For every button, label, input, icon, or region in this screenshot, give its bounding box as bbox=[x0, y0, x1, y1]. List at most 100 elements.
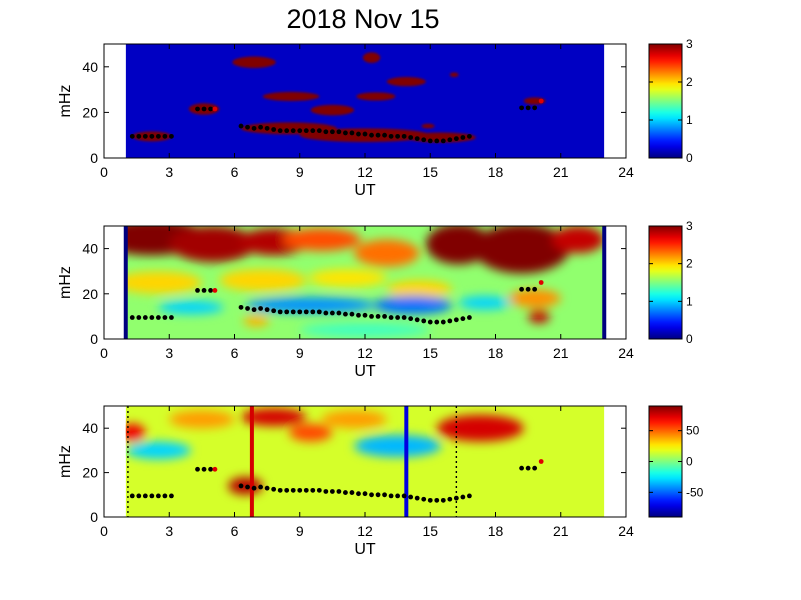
track-point bbox=[447, 137, 453, 143]
track-point bbox=[271, 486, 277, 492]
track-point bbox=[316, 487, 322, 493]
track-point bbox=[195, 106, 200, 112]
track-point bbox=[258, 124, 263, 130]
x-tick-label: 21 bbox=[553, 164, 569, 180]
x-tick-label: 15 bbox=[422, 523, 438, 539]
heatmap-blob-6 bbox=[354, 434, 442, 458]
heatmap-top bbox=[125, 44, 605, 158]
track-point bbox=[343, 130, 348, 136]
track-point bbox=[538, 98, 544, 104]
track-point bbox=[136, 493, 142, 499]
x-tick-label: 24 bbox=[618, 523, 634, 539]
track-point bbox=[525, 286, 531, 292]
track-point bbox=[251, 307, 257, 313]
colorbar-tick-label: 2 bbox=[686, 257, 693, 271]
heatmap-blob-17 bbox=[458, 296, 511, 310]
x-tick-label: 12 bbox=[357, 164, 373, 180]
track-point bbox=[277, 487, 283, 493]
track-point bbox=[382, 492, 387, 498]
track-point bbox=[290, 487, 296, 493]
heatmap-blob-7 bbox=[552, 226, 605, 254]
track-point bbox=[440, 497, 446, 503]
track-point bbox=[388, 315, 394, 320]
track-point bbox=[212, 106, 218, 112]
track-point bbox=[356, 312, 361, 318]
x-tick-label: 24 bbox=[618, 164, 634, 180]
heatmap-blob-2 bbox=[288, 423, 333, 442]
heatmap-blob-18 bbox=[243, 315, 270, 327]
colorbar-bottom bbox=[648, 405, 683, 518]
heatmap-blob-4 bbox=[310, 104, 355, 116]
x-tick-label: 12 bbox=[357, 523, 373, 539]
track-point bbox=[245, 306, 250, 311]
track-point bbox=[336, 310, 342, 316]
y-tick-label: 0 bbox=[90, 509, 98, 525]
track-point bbox=[401, 315, 407, 320]
track-point bbox=[297, 487, 303, 493]
track-point bbox=[264, 485, 270, 491]
track-point bbox=[162, 315, 168, 320]
track-point bbox=[349, 130, 355, 136]
x-tick-label: 6 bbox=[231, 523, 239, 539]
heatmap-blob-4 bbox=[354, 239, 420, 267]
track-point bbox=[195, 466, 200, 472]
track-point bbox=[362, 312, 368, 318]
track-point bbox=[323, 310, 329, 316]
track-point bbox=[329, 129, 335, 135]
track-point bbox=[169, 493, 174, 499]
track-point bbox=[401, 493, 407, 499]
track-point bbox=[316, 128, 322, 134]
track-point bbox=[408, 494, 414, 500]
colorbar-tick-label: 0 bbox=[686, 332, 693, 346]
track-point bbox=[251, 125, 257, 131]
track-point bbox=[238, 304, 244, 310]
x-tick-label: 12 bbox=[357, 345, 373, 361]
track-point bbox=[362, 491, 368, 497]
track-point bbox=[136, 315, 142, 320]
track-point bbox=[375, 132, 381, 138]
track-point bbox=[323, 489, 329, 494]
x-tick-label: 0 bbox=[100, 345, 108, 361]
colorbar-tick-label: -50 bbox=[686, 485, 704, 499]
track-point bbox=[532, 465, 538, 471]
track-point bbox=[434, 497, 440, 503]
x-tick-label: 18 bbox=[488, 523, 504, 539]
track-point bbox=[284, 128, 290, 134]
track-point bbox=[329, 489, 335, 494]
track-point bbox=[245, 484, 250, 490]
track-point bbox=[258, 306, 263, 311]
track-point bbox=[362, 131, 368, 137]
colorbar-tick-label: 3 bbox=[686, 219, 693, 233]
track-point bbox=[538, 280, 544, 285]
y-tick-label: 20 bbox=[82, 286, 98, 302]
track-point bbox=[316, 309, 322, 315]
track-point bbox=[538, 459, 544, 464]
panel-bottom: 0 3 6 9 12 15 18 21 24 0 20 40 UT mHz 50 0 -50 bbox=[57, 405, 704, 558]
heatmap-blob-3 bbox=[282, 228, 361, 251]
track-point bbox=[277, 309, 283, 315]
track-point bbox=[395, 133, 401, 139]
figure-title: 2018 Nov 15 bbox=[286, 4, 439, 34]
heatmap-blob-4 bbox=[227, 477, 263, 495]
x-tick-label: 21 bbox=[553, 523, 569, 539]
x-tick-label: 0 bbox=[100, 523, 108, 539]
y-axis-label: mHz bbox=[57, 445, 74, 478]
track-point bbox=[290, 309, 296, 315]
x-tick-label: 3 bbox=[165, 345, 173, 361]
track-point bbox=[310, 128, 316, 134]
track-point bbox=[258, 484, 263, 490]
track-point bbox=[142, 133, 148, 139]
track-point bbox=[525, 465, 531, 471]
colorbar-tick-label: 50 bbox=[686, 424, 700, 438]
heatmap-blob-5 bbox=[125, 441, 191, 460]
track-point bbox=[129, 315, 135, 320]
track-point bbox=[195, 288, 200, 293]
track-point bbox=[356, 491, 361, 497]
track-point bbox=[208, 106, 213, 112]
y-axis-label: mHz bbox=[57, 85, 74, 118]
track-point bbox=[395, 493, 401, 499]
track-point bbox=[303, 487, 309, 493]
colorbar-top bbox=[648, 43, 683, 159]
y-tick-label: 40 bbox=[82, 420, 98, 436]
track-point bbox=[343, 490, 348, 495]
